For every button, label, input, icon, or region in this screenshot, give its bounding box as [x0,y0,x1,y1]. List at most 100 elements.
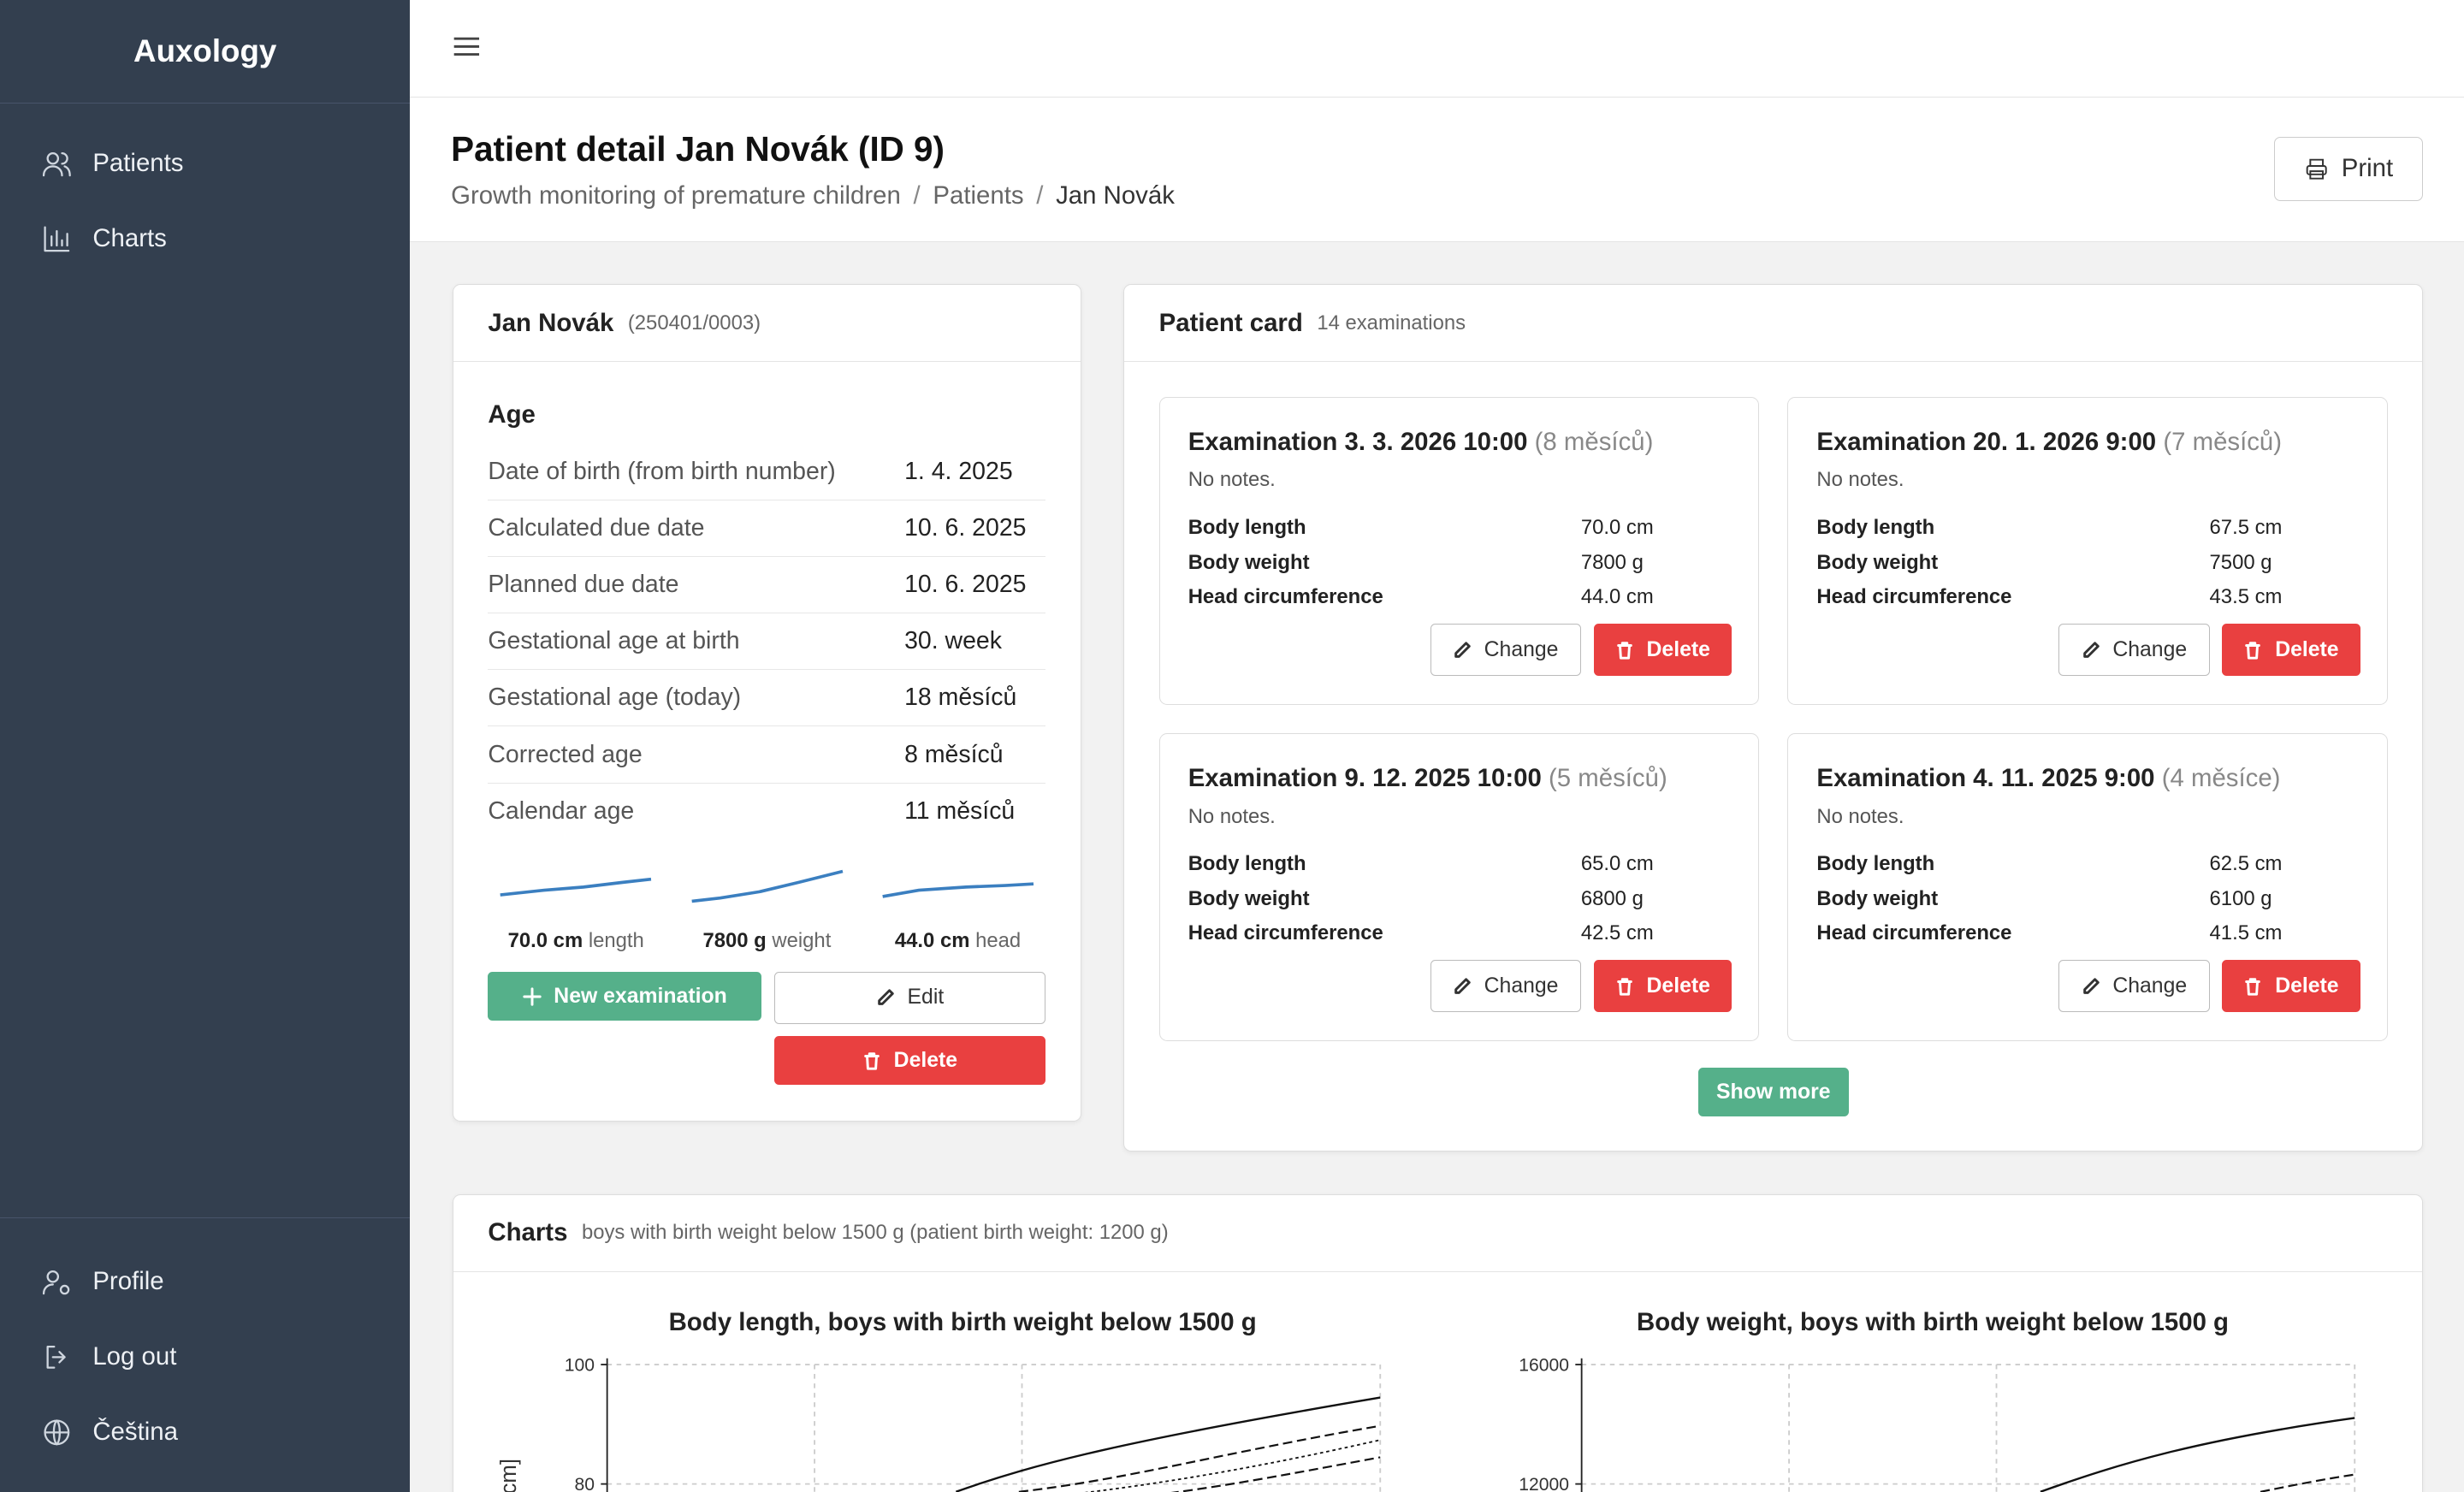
delete-examination-button[interactable]: Delete [2222,624,2360,676]
age-label: Gestational age at birth [488,627,740,655]
measurements: Body length 70.0 cm Body weight 7800 g Hea… [1188,511,1722,614]
menu-toggle-button[interactable] [451,31,485,65]
delete-examination-button[interactable]: Delete [1593,624,1732,676]
age-value: 18 měsíců [904,684,1017,712]
measure-label: Head circumference [1188,585,1383,609]
charts-card: Charts boys with birth weight below 1500… [452,1193,2424,1492]
card-header: Patient card 14 examinations [1124,285,2423,363]
measure-label: Head circumference [1188,921,1383,945]
age-value: 8 měsíců [904,740,1004,768]
sidebar-item-label: Profile [92,1266,164,1295]
measure-value: 43.5 cm [2209,585,2283,609]
examination-age: (7 měsíců) [2163,427,2283,456]
weight-chart-title: Body weight, boys with birth weight belo… [1637,1308,2230,1337]
edit-patient-button[interactable]: Edit [773,972,1046,1024]
sidebar-item-profile[interactable]: Profile [0,1244,410,1319]
measure-label: Body length [1188,852,1306,876]
examinations-card: Patient card 14 examinations Examination… [1123,284,2424,1152]
delete-patient-button[interactable]: Delete [773,1036,1046,1086]
pencil-icon [1454,977,1471,994]
measure-value: 44.0 cm [1580,585,1654,609]
sidebar-item-language[interactable]: Čeština [0,1394,410,1470]
percentile-line [2040,1417,2355,1492]
length-trend-line [500,877,652,897]
bar-chart-icon [44,226,70,252]
sparkline-value: 70.0 cm [507,929,583,953]
grid [1581,1364,2356,1492]
logout-icon [46,1345,66,1369]
sparkline-value: 7800 g [702,929,767,953]
age-section-title: Age [488,400,536,429]
age-row: Date of birth (from birth number) 1. 4. 2… [488,444,1046,501]
percentile-line [1086,1439,1381,1492]
measure-label: Body length [1816,852,1935,876]
charts-title: Charts [488,1218,568,1247]
card-header: Charts boys with birth weight below 1500… [453,1195,2423,1272]
y-tick-label: 80 [575,1475,595,1492]
measure-label: Body weight [1816,550,1939,574]
delete-examination-button[interactable]: Delete [1593,960,1732,1012]
measure-label: Body length [1816,516,1935,540]
sidebar-nav: Patients Charts [0,104,410,276]
birth-number: (250401/0003) [627,311,761,335]
percentile-line [2260,1473,2355,1492]
page-title: Patient detail Jan Novák (ID 9) [451,128,945,169]
age-row: Calculated due date 10. 6. 2025 [488,500,1046,558]
age-table: Date of birth (from birth number) 1. 4. 2… [488,444,1046,840]
patient-info-card: Jan Novák (250401/0003) Age Date of birt… [452,284,1081,1122]
examination-title: Examination 9. 12. 2025 10:00 [1188,763,1542,792]
change-examination-button[interactable]: Change [1430,624,1581,676]
percentile-line [1172,1456,1381,1492]
trash-icon [1617,641,1632,660]
sidebar-item-logout[interactable]: Log out [0,1319,410,1394]
trash-icon [1617,977,1632,996]
examination-count: 14 examinations [1317,311,1466,335]
sidebar-item-patients[interactable]: Patients [0,126,410,201]
page-header: Patient detail Jan Novák (ID 9) Growth m… [410,97,2464,242]
delete-examination-button[interactable]: Delete [2222,960,2360,1012]
breadcrumb-item[interactable]: Growth monitoring of premature children [451,181,901,210]
age-label: Gestational age (today) [488,684,742,712]
sidebar-item-charts[interactable]: Charts [0,201,410,276]
change-examination-button[interactable]: Change [2058,960,2210,1012]
app-logo[interactable]: Auxology [0,0,411,104]
length-sparkline: 70.0 cm length [488,867,664,953]
sidebar-bottom: Profile Log out Čeština [0,1217,411,1470]
examination-age: (5 měsíců) [1548,763,1667,792]
head-sparkline: 44.0 cm head [870,867,1046,953]
sparkline-value: 44.0 cm [894,929,970,953]
measure-value: 42.5 cm [1580,921,1654,945]
new-examination-button[interactable]: New examination [488,972,761,1021]
printer-icon [2306,158,2327,180]
breadcrumb: Growth monitoring of premature children … [451,181,2423,210]
change-examination-button[interactable]: Change [2058,624,2210,676]
sparkline-label: length [588,929,644,953]
measure-value: 6100 g [2209,886,2272,910]
weight-sparkline: 7800 g weight [679,867,856,953]
hamburger-icon [453,37,480,56]
breadcrumb-item[interactable]: Patients [933,181,1024,210]
y-axis-label: h [cm] [497,1459,521,1492]
trash-icon [864,1052,880,1070]
examination-item: Examination 3. 3. 2026 10:00 (8 měsíců) … [1158,396,1760,705]
sidebar-item-label: Čeština [92,1418,178,1447]
show-more-button[interactable]: Show more [1697,1068,1849,1117]
examination-notes: No notes. [1816,468,1904,492]
measure-value: 70.0 cm [1580,516,1654,540]
sidebar-item-label: Patients [92,149,184,177]
age-value: 11 měsíců [904,797,1016,826]
examination-item: Examination 20. 1. 2026 9:00 (7 měsíců) … [1787,396,2388,705]
change-examination-button[interactable]: Change [1430,960,1581,1012]
weight-chart: 16000 12000 [1519,1356,2356,1492]
y-tick-label: 16000 [1519,1356,1569,1376]
measure-value: 67.5 cm [2209,516,2283,540]
measure-value: 6800 g [1580,886,1644,910]
pencil-icon [2082,977,2100,994]
card-header: Jan Novák (250401/0003) [453,285,1081,363]
measure-label: Head circumference [1816,585,2012,609]
measure-label: Body weight [1188,550,1310,574]
age-label: Corrected age [488,740,643,768]
print-button[interactable]: Print [2273,136,2424,202]
age-row: Calendar age 11 měsíců [488,784,1045,840]
age-row: Planned due date 10. 6. 2025 [488,557,1046,614]
